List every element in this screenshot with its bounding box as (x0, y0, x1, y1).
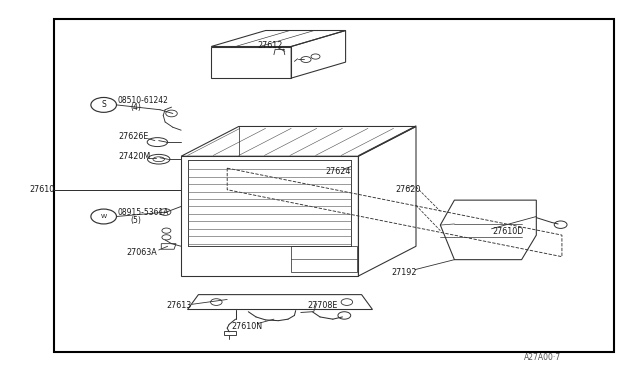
Text: (5): (5) (130, 216, 141, 225)
Text: W: W (100, 214, 107, 219)
Text: (4): (4) (130, 103, 141, 112)
Text: 27626E: 27626E (118, 132, 148, 141)
Text: 27708E: 27708E (307, 301, 337, 310)
Bar (54, 19, 614, 352)
Text: 27612: 27612 (257, 41, 283, 50)
Text: 27063A: 27063A (127, 248, 157, 257)
Text: 27610N: 27610N (232, 322, 263, 331)
Text: S: S (101, 100, 106, 109)
Text: A27A00·7: A27A00·7 (524, 353, 561, 362)
Text: 27613: 27613 (166, 301, 191, 310)
Text: 27610: 27610 (29, 185, 54, 194)
Text: 27610D: 27610D (493, 227, 524, 236)
Text: 27420M: 27420M (118, 153, 150, 161)
Text: 27192: 27192 (392, 268, 417, 277)
Text: 08510-61242: 08510-61242 (117, 96, 168, 105)
Text: 27620: 27620 (396, 185, 421, 194)
Text: 27624: 27624 (325, 167, 351, 176)
Text: 08915-5361A: 08915-5361A (117, 208, 168, 217)
